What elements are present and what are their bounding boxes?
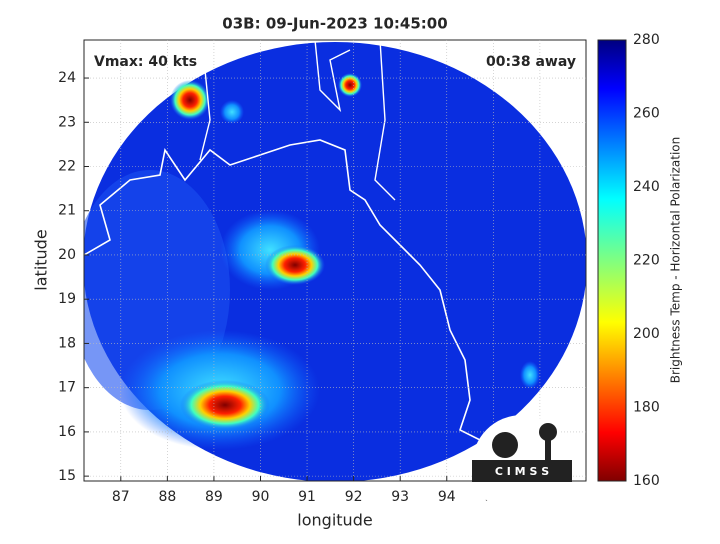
x-tick-label: 88	[158, 489, 176, 505]
x-tick-label: 87	[112, 489, 130, 505]
y-tick-label: 19	[58, 291, 76, 307]
colorbar-tick-label: 280	[633, 32, 660, 48]
colorbar-tick-label: 200	[633, 326, 660, 342]
logo: C I M S S	[472, 415, 572, 515]
y-tick-label: 20	[58, 247, 76, 263]
y-tick-label: 15	[58, 468, 76, 484]
y-tick-label: 23	[58, 114, 76, 130]
x-axis-label: longitude	[297, 511, 372, 530]
y-tick-label: 21	[58, 203, 76, 219]
x-tick-label: 92	[345, 489, 363, 505]
annotation: Vmax: 40 kts	[94, 54, 197, 70]
y-tick-label: 24	[58, 70, 76, 86]
plot-frame	[83, 39, 587, 482]
title: 03B: 09-Jun-2023 10:45:00	[222, 15, 447, 33]
y-axis-label: latitude	[32, 229, 51, 290]
satellite-image	[84, 40, 586, 481]
y-tick-label: 18	[58, 335, 76, 351]
x-tick-label: 89	[205, 489, 223, 505]
y-tick-label: 16	[58, 424, 76, 440]
annotation: 00:38 away	[486, 54, 576, 70]
colorbar	[597, 39, 627, 482]
colorbar-tick-label: 240	[633, 179, 660, 195]
y-tick-label: 22	[58, 159, 76, 175]
y-tick-label: 17	[58, 380, 76, 396]
colorbar-label: Brightness Temp - Horizontal Polarizatio…	[669, 137, 683, 384]
colorbar-tick-label: 220	[633, 253, 660, 269]
logo-text: C I M S S	[495, 465, 549, 478]
colorbar-tick-label: 180	[633, 400, 660, 416]
x-tick-label: 91	[298, 489, 316, 505]
colorbar-tick-label: 260	[633, 106, 660, 122]
x-tick-label: 90	[252, 489, 270, 505]
x-tick-label: 94	[438, 489, 456, 505]
colorbar-tick-label: 160	[633, 473, 660, 489]
x-tick-label: 93	[391, 489, 409, 505]
